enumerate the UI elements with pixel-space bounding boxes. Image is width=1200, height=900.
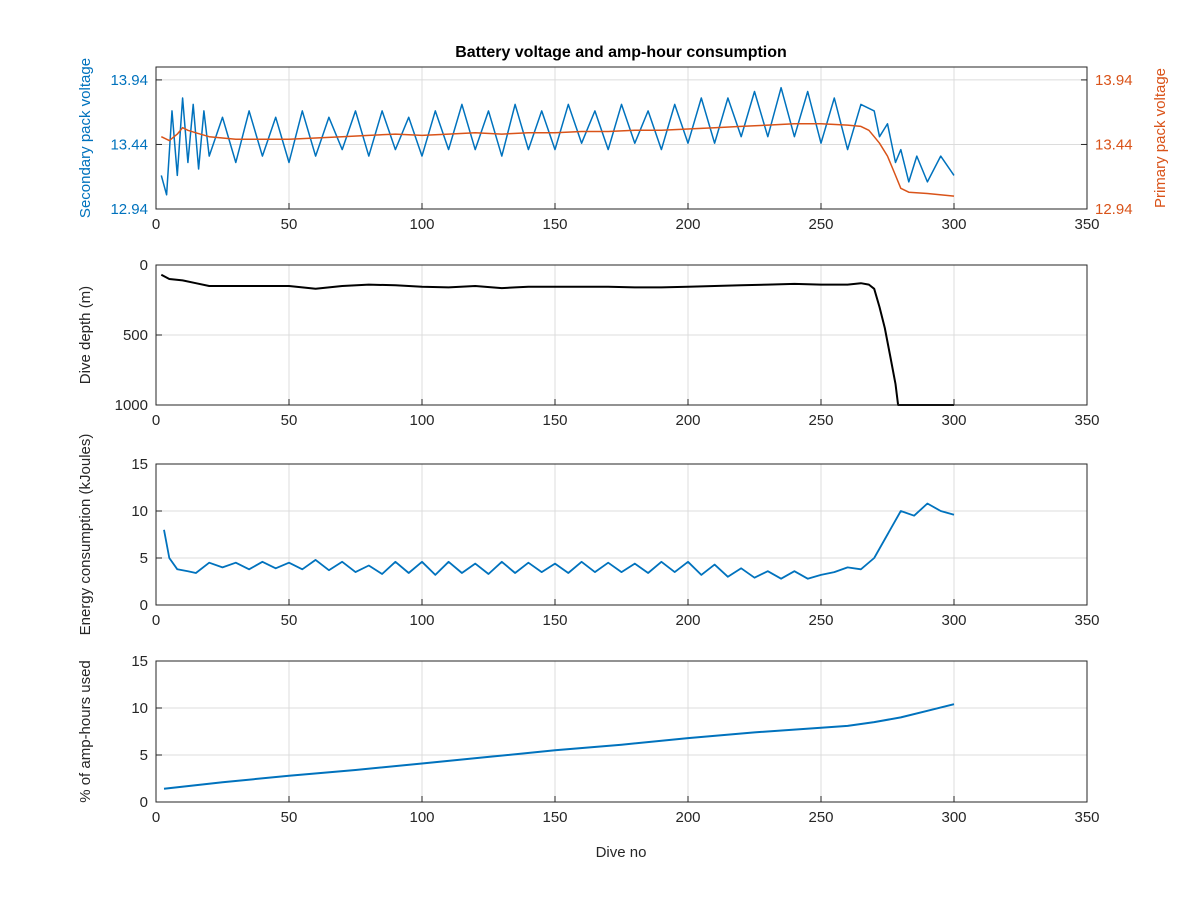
- y-tick-label: 500: [123, 327, 148, 344]
- y-tick-label: 5: [140, 747, 148, 764]
- y-tick-label: 0: [140, 257, 148, 274]
- y-tick-label: 13.44: [110, 136, 148, 153]
- series-line-1: [160, 86, 955, 196]
- x-tick-label: 200: [675, 612, 700, 629]
- y-tick-label: 0: [140, 794, 148, 811]
- y-tick-label: 15: [131, 456, 148, 473]
- series-line-2: [160, 123, 955, 197]
- x-tick-label: 200: [675, 216, 700, 233]
- x-tick-label: 100: [409, 412, 434, 429]
- series-line-1: [163, 703, 955, 790]
- x-tick-label: 150: [542, 216, 567, 233]
- x-tick-label: 0: [152, 809, 160, 826]
- y-tick-label: 10: [131, 503, 148, 520]
- x-tick-label: 0: [152, 612, 160, 629]
- x-tick-label: 50: [281, 412, 298, 429]
- series-line-1: [163, 502, 955, 580]
- plot-panel-4: 0 50 100 150 200 250 300 350 0 5 10 15 % of amp-hour…: [77, 653, 1100, 826]
- x-tick-label: 250: [808, 809, 833, 826]
- y-tick-label: 15: [131, 653, 148, 670]
- y-axis-label: Secondary pack voltage: [77, 58, 94, 218]
- y-tick-label: 12.94: [110, 201, 148, 218]
- y-axis-label: % of amp-hours used: [77, 660, 94, 803]
- x-tick-label: 200: [675, 412, 700, 429]
- chart-title: Battery voltage and amp-hour consumption: [455, 44, 787, 61]
- plots: 0 50 100 150 200 250 300 35012.9413.4413.9412.9…: [77, 58, 1169, 826]
- x-axis-label: Dive no: [596, 844, 647, 861]
- y-tick-label: 0: [140, 597, 148, 614]
- plot-area: [156, 661, 1087, 802]
- y-axis-label: Energy consumption (kJoules): [77, 434, 94, 636]
- axes-box: [155, 66, 1088, 210]
- plot-panel-2: 0 50 100 150 200 250 300 350 0 500 1000 Dive depth …: [77, 257, 1100, 429]
- x-tick-label: 300: [941, 612, 966, 629]
- plot-area: [156, 464, 1087, 605]
- y-right-tick-label: 12.94: [1095, 201, 1133, 218]
- series-line-1: [160, 273, 954, 406]
- x-tick-label: 100: [409, 612, 434, 629]
- x-tick-label: 100: [409, 216, 434, 233]
- x-tick-label: 350: [1074, 612, 1099, 629]
- x-tick-label: 150: [542, 809, 567, 826]
- x-tick-label: 0: [152, 412, 160, 429]
- y-right-tick-label: 13.94: [1095, 72, 1133, 89]
- plot-panel-3: 0 50 100 150 200 250 300 350 0 5 10 15 Energy consum…: [77, 434, 1100, 636]
- x-tick-label: 250: [808, 412, 833, 429]
- x-tick-label: 350: [1074, 809, 1099, 826]
- y-axis-label-right: Primary pack voltage: [1152, 68, 1169, 208]
- plot-panel-1: 0 50 100 150 200 250 300 35012.9413.4413.9412.9…: [77, 58, 1169, 233]
- y-tick-label: 10: [131, 700, 148, 717]
- x-tick-label: 200: [675, 809, 700, 826]
- axes-box: [155, 463, 1088, 606]
- x-tick-label: 100: [409, 809, 434, 826]
- y-tick-label: 13.94: [110, 72, 148, 89]
- y-right-tick-label: 13.44: [1095, 136, 1133, 153]
- y-tick-label: 5: [140, 550, 148, 567]
- x-tick-label: 350: [1074, 216, 1099, 233]
- x-tick-label: 300: [941, 216, 966, 233]
- x-tick-label: 0: [152, 216, 160, 233]
- x-tick-label: 300: [941, 809, 966, 826]
- axes-box: [155, 660, 1088, 803]
- x-tick-label: 300: [941, 412, 966, 429]
- x-tick-label: 350: [1074, 412, 1099, 429]
- x-tick-label: 50: [281, 809, 298, 826]
- x-tick-label: 250: [808, 612, 833, 629]
- x-tick-label: 50: [281, 216, 298, 233]
- x-tick-label: 150: [542, 412, 567, 429]
- y-tick-label: 1000: [115, 397, 148, 414]
- x-tick-label: 50: [281, 612, 298, 629]
- x-tick-label: 250: [808, 216, 833, 233]
- x-tick-label: 150: [542, 612, 567, 629]
- y-axis-label: Dive depth (m): [77, 286, 94, 384]
